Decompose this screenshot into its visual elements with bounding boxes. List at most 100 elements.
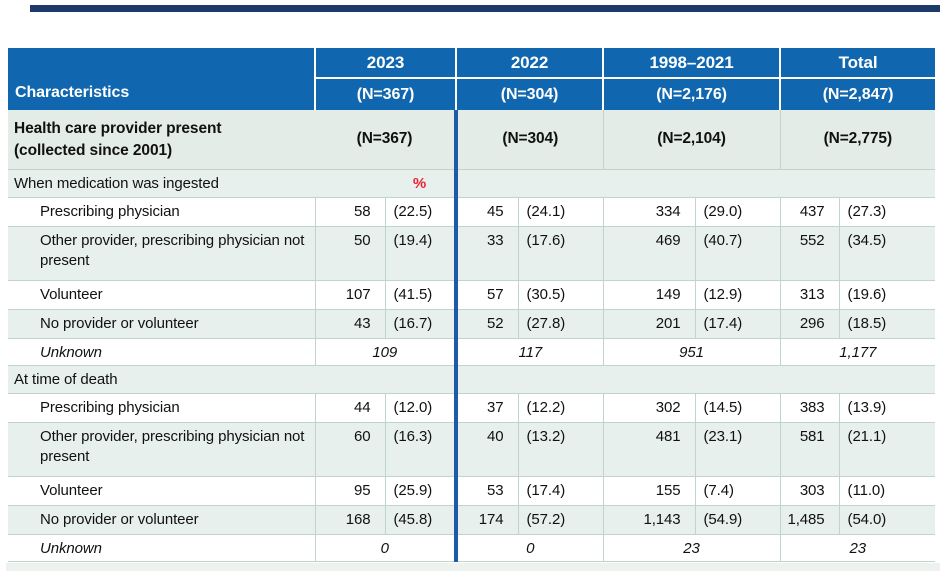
table-row: Prescribing physician 58 (22.5) 45 (24.1) 334… xyxy=(8,196,936,226)
table-body: Health care provider present (collected s… xyxy=(8,110,936,562)
empty-cell xyxy=(315,168,385,197)
cell-count: 40 xyxy=(454,421,519,476)
table-row: Other provider, prescribing physician no… xyxy=(8,225,936,280)
unknown-count: 109 xyxy=(314,337,457,365)
cell-percent: (54.0) xyxy=(838,504,936,534)
cell-count: 60 xyxy=(314,421,385,476)
table-row: Other provider, prescribing physician no… xyxy=(8,421,936,476)
cell-count: 481 xyxy=(602,421,696,476)
cell-count: 1,143 xyxy=(602,504,696,534)
cell-percent: (16.3) xyxy=(384,421,457,476)
cell-percent: (27.3) xyxy=(838,196,936,226)
row-label: Volunteer xyxy=(8,279,315,309)
unknown-row: Unknown 109 117 951 1,177 xyxy=(8,337,936,365)
row-label: No provider or volunteer xyxy=(8,504,315,534)
cell-percent: (7.4) xyxy=(694,475,781,505)
unknown-count: 951 xyxy=(602,337,781,365)
cell-count: 469 xyxy=(602,225,696,280)
cell-percent: (22.5) xyxy=(384,196,457,226)
section-n-0: (N=367) xyxy=(315,110,457,169)
row-label: No provider or volunteer xyxy=(8,308,315,338)
table-row: No provider or volunteer 168 (45.8) 174 (57.… xyxy=(8,504,936,534)
cell-percent: (13.9) xyxy=(838,392,936,422)
year-header-Total: Total xyxy=(779,48,936,78)
cell-count: 107 xyxy=(314,279,385,309)
cell-percent: (11.0) xyxy=(838,475,936,505)
table-row: Volunteer 107 (41.5) 57 (30.5) 149 (12.9) 313 (1… xyxy=(8,279,936,309)
provider-present-table: Characteristics 2023 2022 1998–2021 Total (N=… xyxy=(8,48,936,562)
unknown-label: Unknown xyxy=(8,337,315,365)
cell-count: 437 xyxy=(779,196,840,226)
characteristics-header: Characteristics xyxy=(8,48,315,110)
cell-count: 302 xyxy=(602,392,696,422)
cell-count: 201 xyxy=(602,308,696,338)
cell-percent: (41.5) xyxy=(384,279,457,309)
cell-percent: (16.7) xyxy=(384,308,457,338)
unknown-count: 23 xyxy=(602,533,781,562)
cell-percent: (12.2) xyxy=(517,392,604,422)
subsection-header-row: When medication was ingested% xyxy=(8,168,936,197)
cell-percent: (34.5) xyxy=(838,225,936,280)
n-header-2: (N=2,176) xyxy=(602,77,781,110)
cell-count: 552 xyxy=(779,225,840,280)
subsection-label: When medication was ingested xyxy=(8,168,315,197)
unknown-count: 0 xyxy=(314,533,457,562)
table-row: No provider or volunteer 43 (16.7) 52 (27.8)… xyxy=(8,308,936,338)
cell-percent: (29.0) xyxy=(694,196,781,226)
cell-percent: (17.4) xyxy=(517,475,604,505)
cell-percent: (45.8) xyxy=(384,504,457,534)
year-header-1998–2021: 1998–2021 xyxy=(602,48,781,78)
cell-count: 174 xyxy=(454,504,519,534)
top-accent-bar xyxy=(30,5,940,12)
cell-count: 43 xyxy=(314,308,385,338)
table-row: Volunteer 95 (25.9) 53 (17.4) 155 (7.4) 303 (11.… xyxy=(8,475,936,505)
cell-count: 334 xyxy=(602,196,696,226)
cell-percent: (40.7) xyxy=(694,225,781,280)
cell-count: 44 xyxy=(314,392,385,422)
below-table-strip xyxy=(6,563,940,571)
cell-count: 383 xyxy=(779,392,840,422)
unknown-count: 117 xyxy=(454,337,604,365)
section-row: Health care provider present (collected s… xyxy=(8,110,936,169)
cell-percent: (17.4) xyxy=(694,308,781,338)
cell-count: 168 xyxy=(314,504,385,534)
table-header: Characteristics 2023 2022 1998–2021 Total (N=… xyxy=(8,48,936,110)
cell-count: 53 xyxy=(454,475,519,505)
section-n-1: (N=304) xyxy=(454,110,604,169)
cell-percent: (30.5) xyxy=(517,279,604,309)
cell-count: 57 xyxy=(454,279,519,309)
cell-percent: (21.1) xyxy=(838,421,936,476)
cell-count: 303 xyxy=(779,475,840,505)
unknown-label: Unknown xyxy=(8,533,315,562)
cell-percent: (13.2) xyxy=(517,421,604,476)
n-header-3: (N=2,847) xyxy=(779,77,936,110)
cell-count: 155 xyxy=(602,475,696,505)
cell-percent: (12.0) xyxy=(384,392,457,422)
row-label: Volunteer xyxy=(8,475,315,505)
cell-count: 37 xyxy=(454,392,519,422)
cell-count: 95 xyxy=(314,475,385,505)
row-label: Other provider, prescribing physician no… xyxy=(8,225,315,280)
unknown-count: 0 xyxy=(454,533,604,562)
unknown-count: 23 xyxy=(779,533,936,562)
section-n-3: (N=2,775) xyxy=(779,110,936,169)
cell-count: 45 xyxy=(454,196,519,226)
subsection-label: At time of death xyxy=(8,364,457,393)
section-label: Health care provider present (collected s… xyxy=(8,110,315,169)
cell-count: 58 xyxy=(314,196,385,226)
cell-percent: (27.8) xyxy=(517,308,604,338)
cell-count: 1,485 xyxy=(779,504,840,534)
subsection-header-row: At time of death xyxy=(8,364,936,393)
cell-count: 52 xyxy=(454,308,519,338)
n-header-0: (N=367) xyxy=(313,77,457,110)
cell-percent: (24.1) xyxy=(517,196,604,226)
cell-percent: (19.6) xyxy=(838,279,936,309)
cell-percent: (23.1) xyxy=(694,421,781,476)
unknown-row: Unknown 0 0 23 23 xyxy=(8,533,936,562)
cell-count: 313 xyxy=(779,279,840,309)
row-label: Prescribing physician xyxy=(8,196,315,226)
cell-percent: (19.4) xyxy=(384,225,457,280)
cell-count: 296 xyxy=(779,308,840,338)
cell-percent: (25.9) xyxy=(384,475,457,505)
